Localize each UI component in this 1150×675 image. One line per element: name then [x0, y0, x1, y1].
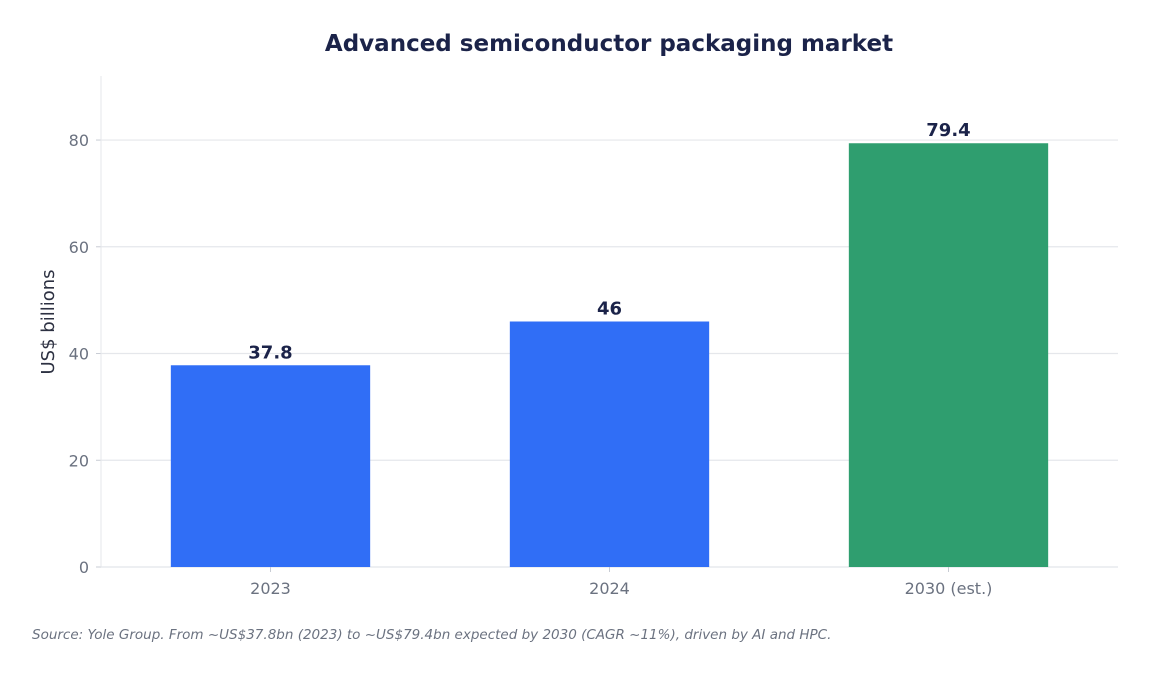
y-tick-label: 80 — [69, 131, 89, 150]
x-tick-labels: 2023 2024 2030 (est.) — [250, 579, 992, 598]
y-tick-labels: 0 20 40 60 80 — [69, 131, 89, 577]
bars — [170, 143, 1049, 567]
data-label: 46 — [597, 299, 622, 320]
y-tick-label: 0 — [79, 558, 89, 577]
y-tick-label: 60 — [69, 238, 89, 257]
data-labels: 37.8 46 79.4 — [248, 120, 970, 363]
data-label: 37.8 — [248, 342, 292, 363]
source-note: Source: Yole Group. From ~US$37.8bn (202… — [32, 627, 832, 643]
data-label: 79.4 — [926, 120, 970, 141]
bar — [170, 365, 371, 567]
y-tick-label: 20 — [69, 451, 89, 470]
x-tick-label: 2023 — [250, 579, 291, 598]
y-tick-label: 40 — [69, 345, 89, 364]
chart-title: Advanced semiconductor packaging market — [325, 31, 893, 57]
x-tick-label: 2030 (est.) — [905, 579, 993, 598]
x-tick-label: 2024 — [589, 579, 630, 598]
bar — [509, 321, 710, 567]
y-axis-label: US$ billions — [38, 269, 59, 374]
bar — [848, 143, 1049, 567]
